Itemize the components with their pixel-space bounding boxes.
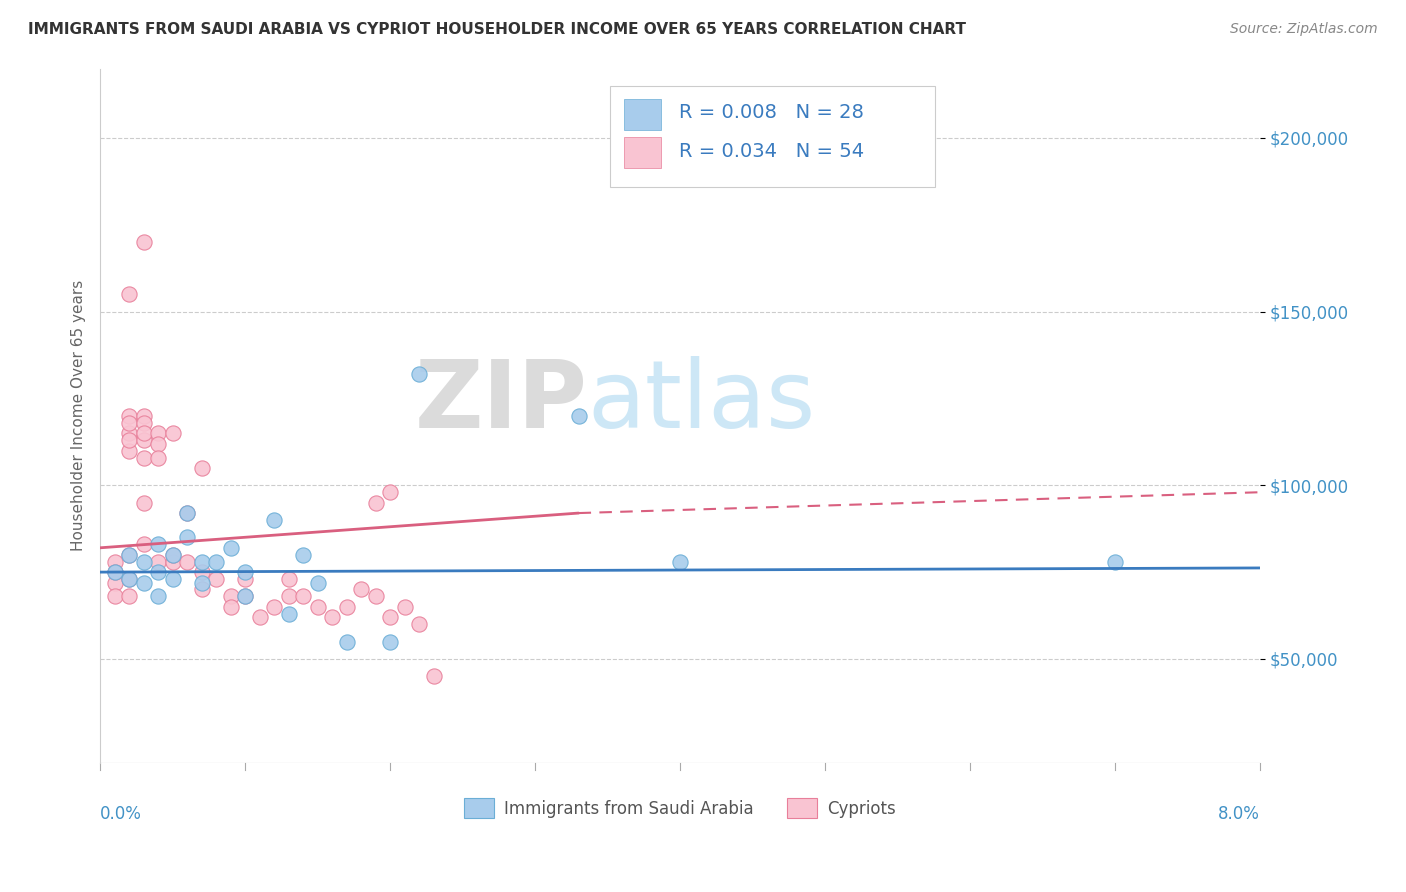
Point bbox=[104, 565, 127, 579]
Point bbox=[233, 565, 256, 579]
Point bbox=[233, 572, 256, 586]
Point bbox=[132, 555, 155, 569]
Point bbox=[307, 575, 329, 590]
FancyBboxPatch shape bbox=[624, 136, 661, 168]
Point bbox=[146, 426, 169, 441]
Point bbox=[364, 590, 387, 604]
Point bbox=[190, 461, 212, 475]
Point bbox=[1104, 555, 1126, 569]
Point bbox=[132, 433, 155, 447]
Point bbox=[176, 555, 198, 569]
Point bbox=[219, 599, 242, 614]
Point bbox=[118, 572, 141, 586]
Point bbox=[408, 617, 430, 632]
Point bbox=[118, 416, 141, 430]
Point bbox=[104, 565, 127, 579]
Point bbox=[104, 590, 127, 604]
Y-axis label: Householder Income Over 65 years: Householder Income Over 65 years bbox=[72, 280, 86, 551]
Point bbox=[263, 599, 285, 614]
Point bbox=[118, 548, 141, 562]
Point bbox=[118, 287, 141, 301]
Point bbox=[364, 496, 387, 510]
Point bbox=[394, 599, 416, 614]
Point bbox=[146, 436, 169, 450]
Point bbox=[233, 590, 256, 604]
Point bbox=[190, 565, 212, 579]
Point bbox=[146, 450, 169, 465]
Point bbox=[190, 582, 212, 597]
Point bbox=[132, 450, 155, 465]
Point bbox=[669, 555, 692, 569]
Point bbox=[118, 409, 141, 423]
Point bbox=[336, 634, 359, 648]
Point bbox=[277, 572, 299, 586]
Point bbox=[118, 572, 141, 586]
Point bbox=[336, 599, 359, 614]
Point bbox=[378, 485, 401, 500]
Point bbox=[307, 599, 329, 614]
Point bbox=[205, 555, 228, 569]
Point bbox=[292, 590, 315, 604]
Point bbox=[233, 590, 256, 604]
Point bbox=[146, 565, 169, 579]
Point bbox=[219, 541, 242, 555]
Point bbox=[132, 537, 155, 551]
Point bbox=[277, 607, 299, 621]
Point bbox=[378, 634, 401, 648]
Point bbox=[176, 506, 198, 520]
Point bbox=[176, 530, 198, 544]
Point bbox=[118, 443, 141, 458]
Point bbox=[132, 426, 155, 441]
Text: R = 0.008   N = 28: R = 0.008 N = 28 bbox=[679, 103, 863, 122]
Point bbox=[162, 548, 184, 562]
Point bbox=[118, 590, 141, 604]
Point bbox=[146, 537, 169, 551]
Point bbox=[190, 575, 212, 590]
Point bbox=[118, 426, 141, 441]
Text: ZIP: ZIP bbox=[415, 356, 588, 448]
FancyBboxPatch shape bbox=[624, 98, 661, 129]
FancyBboxPatch shape bbox=[610, 86, 935, 186]
Point bbox=[132, 416, 155, 430]
Point bbox=[118, 548, 141, 562]
Point bbox=[176, 506, 198, 520]
Point bbox=[104, 575, 127, 590]
Point bbox=[249, 610, 271, 624]
Point bbox=[162, 572, 184, 586]
Point bbox=[378, 610, 401, 624]
Point bbox=[132, 235, 155, 249]
Point bbox=[146, 590, 169, 604]
Point bbox=[104, 555, 127, 569]
Text: atlas: atlas bbox=[588, 356, 815, 448]
Point bbox=[162, 555, 184, 569]
Point bbox=[350, 582, 373, 597]
Point bbox=[118, 433, 141, 447]
Point bbox=[132, 575, 155, 590]
Text: IMMIGRANTS FROM SAUDI ARABIA VS CYPRIOT HOUSEHOLDER INCOME OVER 65 YEARS CORRELA: IMMIGRANTS FROM SAUDI ARABIA VS CYPRIOT … bbox=[28, 22, 966, 37]
Point bbox=[132, 409, 155, 423]
Point bbox=[162, 548, 184, 562]
Text: 8.0%: 8.0% bbox=[1218, 805, 1260, 822]
Text: R = 0.034   N = 54: R = 0.034 N = 54 bbox=[679, 143, 865, 161]
Point bbox=[190, 555, 212, 569]
Point bbox=[205, 572, 228, 586]
Point bbox=[162, 426, 184, 441]
Legend: Immigrants from Saudi Arabia, Cypriots: Immigrants from Saudi Arabia, Cypriots bbox=[457, 792, 903, 824]
Point bbox=[408, 367, 430, 381]
Point bbox=[292, 548, 315, 562]
Text: Source: ZipAtlas.com: Source: ZipAtlas.com bbox=[1230, 22, 1378, 37]
Point bbox=[146, 555, 169, 569]
Point bbox=[277, 590, 299, 604]
Point bbox=[567, 409, 589, 423]
Point bbox=[263, 513, 285, 527]
Point bbox=[321, 610, 343, 624]
Point bbox=[132, 496, 155, 510]
Point bbox=[422, 669, 444, 683]
Text: 0.0%: 0.0% bbox=[100, 805, 142, 822]
Point bbox=[219, 590, 242, 604]
